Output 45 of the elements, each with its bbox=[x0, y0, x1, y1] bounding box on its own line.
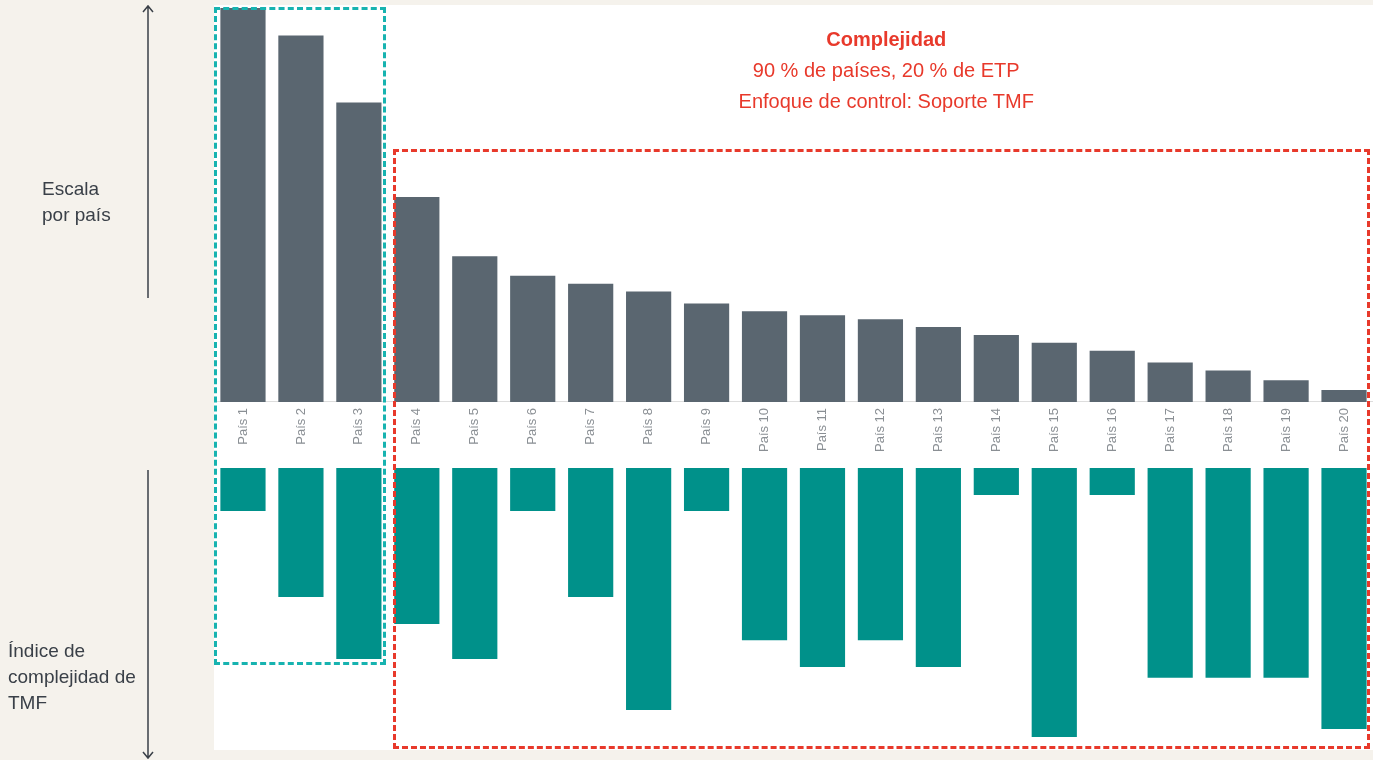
bar bbox=[857, 319, 904, 402]
annotation: 90 % de países, 20 % de ETP bbox=[752, 58, 1020, 81]
bar bbox=[683, 303, 730, 402]
x-tick-label: País 10 bbox=[756, 407, 772, 453]
x-tick-label: País 5 bbox=[466, 407, 482, 445]
x-tick-label: País 18 bbox=[1219, 407, 1235, 453]
annotation: Complejidad bbox=[826, 27, 947, 50]
x-tick-label: País 17 bbox=[1161, 407, 1177, 453]
bar bbox=[1263, 380, 1309, 402]
bar bbox=[452, 256, 498, 402]
bar bbox=[220, 8, 266, 402]
x-tick-label: País 15 bbox=[1045, 407, 1061, 453]
bar bbox=[1031, 342, 1077, 402]
x-tick-label: País 7 bbox=[582, 407, 598, 445]
bar bbox=[510, 275, 556, 402]
bar bbox=[1321, 390, 1367, 402]
x-tick-label: País 9 bbox=[698, 407, 714, 445]
bar bbox=[278, 35, 324, 402]
bar bbox=[336, 102, 382, 402]
x-tick-label: País 6 bbox=[524, 407, 540, 445]
annotation: Enfoque de control: Soporte TMF bbox=[738, 89, 1034, 112]
x-tick-label: País 2 bbox=[292, 407, 308, 445]
x-tick-label: País 1 bbox=[234, 407, 250, 445]
bar bbox=[568, 283, 614, 402]
x-tick-label: País 8 bbox=[640, 407, 656, 445]
x-tick-label: País 20 bbox=[1335, 407, 1351, 453]
x-tick-label: País 19 bbox=[1277, 407, 1293, 453]
bar bbox=[626, 291, 672, 402]
y-axis-title: Escala por país bbox=[42, 177, 112, 227]
x-tick-label: País 3 bbox=[350, 407, 366, 445]
bar bbox=[741, 311, 788, 402]
x-tick-label: País 13 bbox=[929, 407, 945, 453]
y-axis-title: Índice de complejidad de TMF bbox=[8, 639, 137, 715]
bar bbox=[394, 197, 440, 402]
x-tick-label: País 14 bbox=[987, 407, 1003, 453]
bar bbox=[1089, 350, 1135, 402]
x-tick-label: País 11 bbox=[814, 407, 830, 452]
x-tick-label: País 12 bbox=[872, 407, 887, 453]
bar bbox=[973, 334, 1019, 402]
bar bbox=[915, 327, 961, 402]
bar bbox=[1147, 362, 1193, 402]
x-tick-label: País 4 bbox=[408, 407, 424, 445]
bar bbox=[799, 315, 846, 402]
x-tick-label: País 16 bbox=[1103, 407, 1119, 453]
bar bbox=[1205, 370, 1251, 402]
